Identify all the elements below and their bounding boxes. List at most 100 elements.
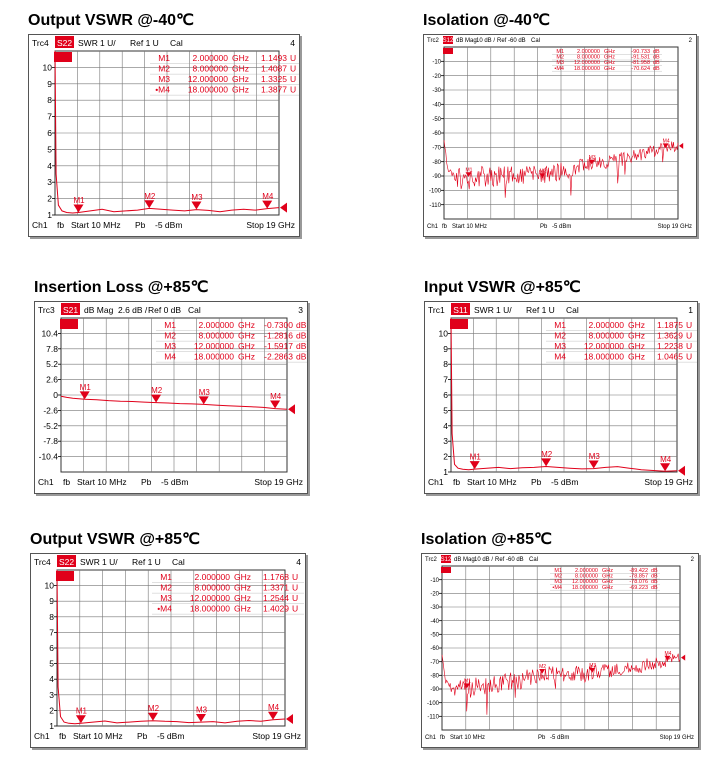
y-tick-label: 9	[443, 344, 448, 354]
marker-table-unit: GHz	[238, 331, 255, 341]
y-tick-label: -5.2	[43, 421, 58, 431]
marker-table-name: M3	[164, 341, 176, 351]
fb-label: fb	[59, 731, 66, 741]
scale-label: 1 U/	[496, 305, 512, 315]
y-tick-label: 4	[49, 674, 54, 684]
reference-arrow	[681, 654, 686, 661]
marker-label: M2	[151, 386, 163, 395]
format-label: dB Mag	[454, 557, 475, 563]
marker-label: M4	[262, 192, 274, 201]
marker-triangle	[463, 683, 470, 689]
y-tick-label: -60	[430, 646, 439, 652]
marker-table-name: •M4	[552, 585, 562, 591]
param-label: S21	[63, 305, 78, 315]
y-tick-label: -10	[432, 59, 441, 65]
format-label: dB Mag	[84, 305, 114, 315]
channel-label: Ch1	[38, 477, 54, 487]
marker-table-vunit: U	[292, 583, 298, 593]
marker-table-vunit: dB	[651, 574, 658, 580]
format-label: SWR	[474, 305, 494, 315]
y-tick-label: -10.4	[39, 452, 59, 462]
param-badge	[451, 303, 470, 315]
marker-label: M2	[539, 168, 546, 174]
marker-table-name: •M4	[155, 85, 170, 95]
y-tick-label: -110	[429, 203, 441, 209]
trace-number: 4	[296, 557, 301, 567]
power-level: -5 dBm	[552, 224, 571, 230]
isolation-chart: Trc2 S12 dB Mag 10 dB / Ref -60 dB Cal 2 -10 -20…	[427, 36, 693, 230]
marker-triangle	[660, 463, 671, 472]
y-tick-label: -70	[432, 145, 441, 151]
marker-table-value: 1.3629	[657, 331, 683, 341]
marker-table-name: M3	[556, 60, 564, 66]
marker-table-vunit: U	[686, 352, 692, 362]
y-tick-label: 7	[47, 112, 52, 122]
marker-table-freq: 18.000000	[190, 604, 230, 614]
trace-line	[443, 140, 679, 198]
ref-label: Ref 1 U	[130, 38, 159, 48]
y-tick-label: 4	[443, 421, 448, 431]
marker-table-value: 1.1493	[261, 53, 287, 63]
chart-title: Insertion Loss @+85℃	[34, 279, 209, 296]
fb-label: fb	[57, 220, 64, 230]
analyzer-screen: Trc2 S12 dB Mag 10 dB / Ref -60 dB Cal 2 -10 -20…	[421, 553, 699, 748]
marker-table-vunit: dB	[296, 320, 307, 330]
marker-table-unit: GHz	[604, 60, 615, 66]
marker-table-unit: GHz	[628, 320, 645, 330]
isolation-chart: Trc2 S12 dB Mag 10 dB / Ref -60 dB Cal 2 -10 -20…	[425, 555, 695, 741]
analyzer-screen: Trc1 S11 SWR 1 U/Ref 1 U Cal 1 10 9 8 7 6 5 4 3 2 1 M1 M1…	[424, 301, 698, 494]
trace-number: 3	[298, 305, 303, 315]
y-tick-label: 6	[47, 128, 52, 138]
marker-triangle	[198, 396, 209, 405]
ref-label: Ref 1 U	[132, 557, 161, 567]
marker-table-unit: GHz	[232, 53, 249, 63]
marker-table-unit: GHz	[604, 55, 615, 61]
marker-table-freq: 8.000000	[577, 55, 600, 61]
param-badge	[441, 555, 451, 563]
marker-table-value: -89.422	[629, 568, 648, 574]
marker-table-name: M2	[556, 55, 564, 61]
marker-table-name: M1	[554, 320, 566, 330]
channel-label: Ch1	[428, 477, 444, 487]
marker-table-vunit: dB	[653, 66, 660, 72]
chart-title: Output VSWR @+85℃	[30, 531, 201, 548]
marker-table-name: M2	[554, 331, 566, 341]
reference-arrow	[286, 713, 293, 724]
y-tick-label: 9	[49, 596, 54, 606]
y-tick-label: 5	[49, 659, 54, 669]
marker-table-unit: GHz	[602, 579, 613, 585]
marker-table-freq: 2.000000	[193, 53, 229, 63]
marker-table-vunit: U	[290, 74, 296, 84]
y-tick-label: 3	[47, 177, 52, 187]
trace-label: Trc2	[427, 38, 439, 44]
marker-table-value: -78.857	[629, 574, 648, 580]
y-tick-label: -2.6	[43, 405, 58, 415]
format-label: dB Mag	[456, 38, 477, 44]
cal-label: Cal	[170, 38, 183, 48]
trace-number: 1	[688, 305, 693, 315]
marker-table-freq: 8.000000	[589, 331, 625, 341]
ref-label: Ref -60 dB	[495, 557, 524, 563]
marker-table-freq: 18.000000	[188, 85, 228, 95]
marker-table-value: -69.223	[629, 585, 648, 591]
marker-table-vunit: dB	[653, 49, 660, 55]
stop-frequency: Stop 19 GHz	[658, 224, 692, 230]
cal-label: Cal	[172, 557, 185, 567]
marker-triangle	[195, 714, 206, 723]
marker-triangle	[191, 201, 202, 210]
y-tick-label: 7.8	[46, 344, 58, 354]
y-tick-label: -40	[432, 102, 441, 108]
trace-line	[441, 653, 681, 715]
marker-table-vunit: U	[686, 341, 692, 351]
pb-label: Pb	[531, 477, 542, 487]
y-tick-label: 8	[49, 612, 54, 622]
marker-table-name: •M4	[157, 604, 172, 614]
marker-table-freq: 2.000000	[199, 320, 235, 330]
trace-line	[450, 317, 678, 472]
y-tick-label: 10	[45, 581, 55, 591]
marker-table-vunit: dB	[653, 55, 660, 61]
marker-table-vunit: U	[292, 604, 298, 614]
marker-triangle	[267, 711, 278, 720]
chart-title: Isolation @-40℃	[423, 12, 550, 29]
marker-table-name: M2	[160, 583, 172, 593]
